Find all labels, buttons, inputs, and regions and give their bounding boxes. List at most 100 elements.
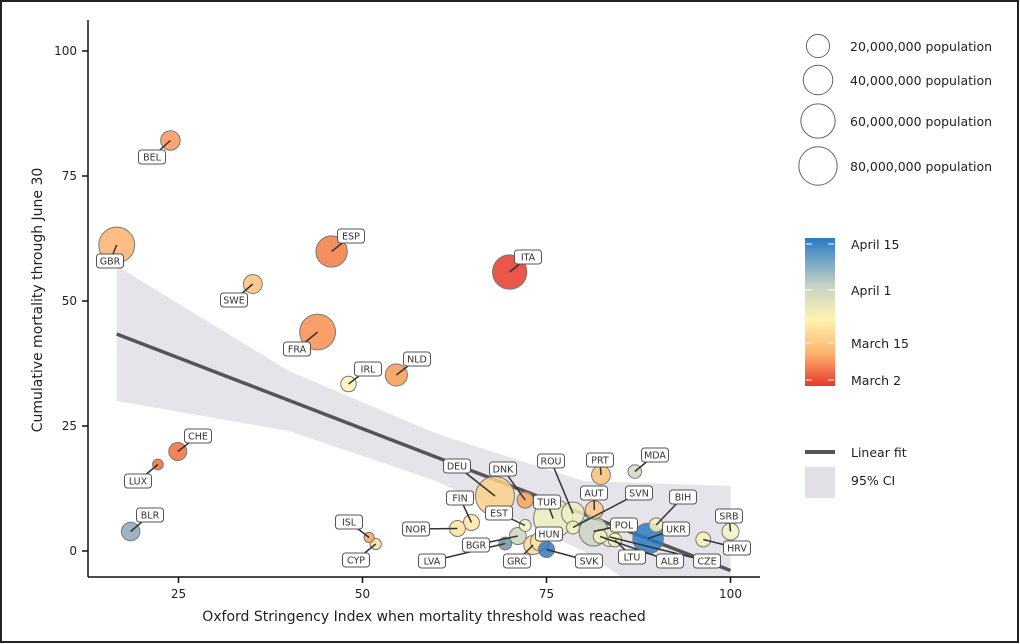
point-label-blr: BLR [141, 511, 160, 522]
label-box-hrv [723, 540, 751, 556]
label-box-bih [669, 489, 697, 505]
point-label-irl: IRL [361, 365, 376, 376]
label-box-che [184, 428, 212, 444]
point-label-ltu: LTU [624, 553, 641, 564]
color-legend-label: April 1 [851, 283, 892, 298]
point-label-bel: BEL [143, 153, 162, 164]
y-tick-label: 50 [62, 294, 77, 308]
color-scale-bar [805, 238, 835, 386]
label-box-bel [138, 149, 166, 165]
point-label-fin: FIN [452, 494, 467, 505]
label-box-lux [124, 473, 152, 489]
size-legend-circle [800, 103, 836, 139]
label-box-svk [575, 553, 603, 569]
point-label-ita: ITA [521, 253, 536, 264]
point-label-hun: HUN [538, 530, 559, 541]
point-label-cze: CZE [697, 557, 716, 568]
bubble-che[interactable] [168, 442, 188, 461]
y-axis-title: Cumulative mortality through June 30 [30, 168, 46, 433]
legend: 20,000,000 population 40,000,000 populati… [798, 33, 992, 498]
label-box-prt [586, 452, 614, 468]
label-box-aut [580, 485, 608, 501]
x-axis-title: Oxford Stringency Index when mortality t… [202, 609, 646, 625]
label-box-bgr [462, 537, 490, 553]
x-tick-label: 75 [539, 587, 554, 601]
ci-band [116, 266, 731, 577]
size-legend-label: 80,000,000 population [850, 159, 992, 174]
point-label-dnk: DNK [493, 465, 514, 476]
label-box-blr [136, 507, 164, 523]
size-legend-label: 20,000,000 population [850, 39, 992, 54]
label-box-grc [503, 553, 531, 569]
label-box-ita [514, 249, 542, 265]
label-box-deu [443, 458, 471, 474]
label-box-tur [533, 494, 561, 510]
size-legend-label: 60,000,000 population [850, 114, 992, 129]
size-legend-circle [802, 64, 834, 96]
y-tick-label: 0 [69, 544, 77, 558]
color-legend-label: March 2 [851, 373, 901, 388]
point-label-swe: SWE [223, 296, 244, 307]
point-label-isl: ISL [342, 518, 357, 529]
size-legend-circle [805, 33, 831, 59]
label-box-rou [537, 453, 565, 469]
point-label-alb: ALB [661, 557, 679, 568]
point-label-esp: ESP [342, 232, 360, 243]
label-box-nld [403, 351, 431, 367]
label-box-ukr [662, 521, 690, 537]
point-label-prt: PRT [591, 456, 609, 467]
bubble-hrv[interactable] [695, 531, 712, 548]
y-tick-label: 75 [62, 169, 77, 183]
size-legend-circle [798, 146, 838, 186]
label-box-gbr [96, 253, 124, 269]
point-label-nor: NOR [405, 525, 427, 536]
label-box-dnk [489, 461, 517, 477]
point-label-srb: SRB [719, 512, 738, 523]
point-label-deu: DEU [447, 462, 467, 473]
point-label-lva: LVA [424, 557, 441, 568]
label-box-nor [402, 521, 430, 537]
point-label-pol: POL [615, 521, 634, 532]
label-box-swe [220, 292, 248, 308]
point-label-gbr: GBR [100, 257, 121, 268]
point-label-svk: SVK [580, 557, 600, 568]
label-box-mda [641, 447, 669, 463]
point-label-svn: SVN [629, 489, 649, 500]
label-box-svn [625, 485, 653, 501]
label-box-cyp [342, 552, 370, 568]
size-legend-label: 40,000,000 population [850, 73, 992, 88]
label-box-srb [715, 508, 743, 524]
label-box-hun [535, 526, 563, 542]
point-label-tur: TUR [536, 498, 557, 509]
x-tick-label: 50 [355, 587, 370, 601]
point-label-hrv: HRV [727, 544, 747, 555]
point-label-bih: BIH [675, 493, 691, 504]
point-label-mda: MDA [644, 451, 666, 462]
color-legend-label: April 15 [851, 237, 899, 252]
point-label-bgr: BGR [466, 541, 487, 552]
y-tick-label: 100 [54, 44, 77, 58]
label-box-pol [610, 517, 638, 533]
point-label-aut: AUT [584, 489, 603, 500]
x-tick-label: 100 [719, 587, 742, 601]
label-box-isl [335, 514, 363, 530]
axes: 25 50 75 100 0 25 50 75 100 [54, 44, 742, 601]
label-box-fra [283, 341, 311, 357]
ci-legend-swatch [805, 467, 835, 498]
color-legend-label: March 15 [851, 336, 909, 351]
point-label-fra: FRA [288, 345, 307, 356]
label-box-fin [446, 490, 474, 506]
label-box-est [485, 505, 513, 521]
label-box-lva [418, 553, 446, 569]
point-label-grc: GRC [507, 557, 527, 568]
ci-legend-label: 95% CI [851, 473, 895, 488]
leader-line-rou [550, 460, 574, 514]
label-box-ltu [618, 549, 646, 565]
label-box-alb [656, 553, 684, 569]
label-box-irl [354, 361, 382, 377]
y-tick-label: 25 [62, 419, 77, 433]
point-labels: BEL GBR ESP SWE FRA ITA IRL NLD CHE LUX BLR ISL CYP N… [96, 149, 751, 569]
label-box-esp [337, 228, 365, 244]
